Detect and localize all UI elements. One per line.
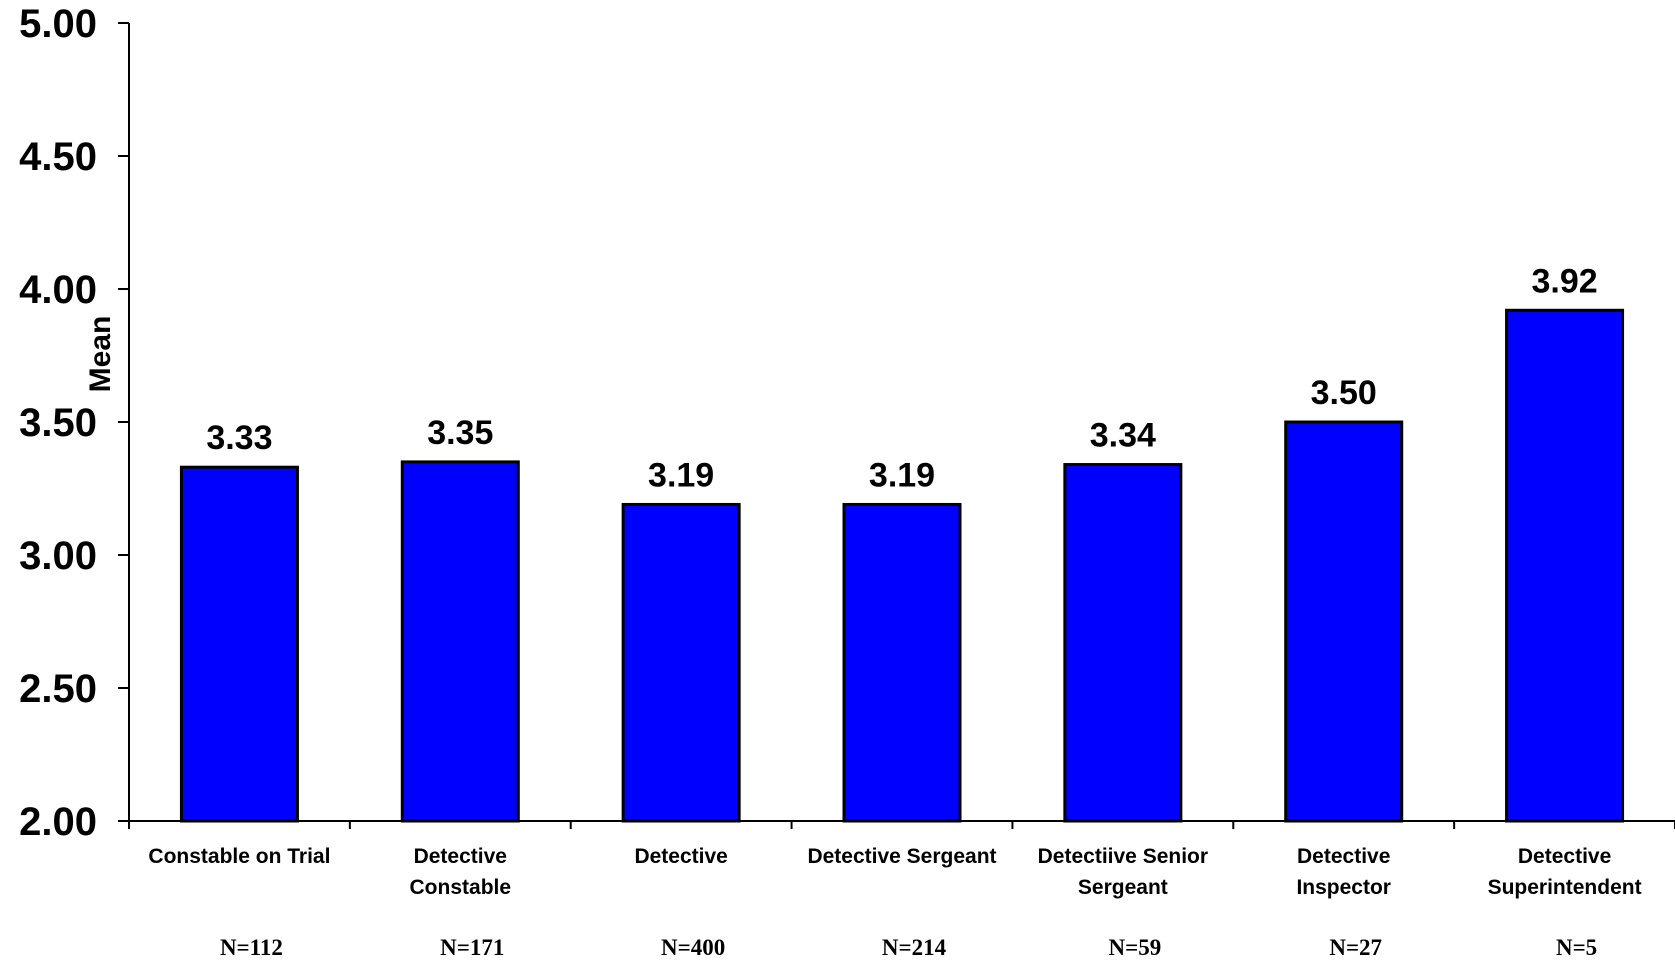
category-label-7-line-2: Superintendent: [1488, 876, 1642, 899]
value-label-1: 3.33: [206, 419, 272, 457]
value-label-6: 3.50: [1311, 374, 1377, 412]
category-label-6-line-2: Inspector: [1296, 876, 1391, 899]
category-label-2-line-1: Detective: [414, 845, 507, 868]
y-tick-label-3: 3.00: [19, 534, 97, 578]
labels-group: 3.33 Constable on Trial N=112 3.35 Detective…: [19, 2, 1641, 960]
category-label-2-line-2: Constable: [410, 876, 512, 899]
value-label-5: 3.34: [1090, 417, 1156, 455]
axes-group: [118, 22, 1675, 829]
y-tick-label-7: 5.00: [19, 2, 97, 46]
bars-group: [179, 308, 1625, 823]
category-label-3: Detective: [634, 845, 727, 868]
category-label-7-line-1: Detective: [1518, 845, 1611, 868]
value-label-4: 3.19: [869, 456, 935, 494]
sample-size-label-1: N=112: [220, 935, 283, 960]
sample-size-label-2: N=171: [440, 935, 504, 960]
y-tick-label-2: 2.50: [19, 667, 97, 711]
sample-size-label-7: N=5: [1556, 935, 1597, 960]
y-tick-label-4: 3.50: [19, 401, 97, 445]
bar-3: [621, 502, 741, 823]
bar-5: [1063, 463, 1183, 823]
bar-7: [1505, 308, 1625, 823]
category-label-4: Detective Sergeant: [807, 845, 996, 868]
sample-size-label-6: N=27: [1329, 935, 1382, 960]
category-label-1: Constable on Trial: [148, 845, 330, 868]
sample-size-label-4: N=214: [882, 935, 947, 960]
category-label-5-line-1: Detectiive Senior: [1038, 845, 1208, 868]
bar-2: [400, 460, 520, 823]
value-label-3: 3.19: [648, 456, 714, 494]
sample-size-label-3: N=400: [661, 935, 725, 960]
y-tick-label-6: 4.50: [19, 135, 97, 179]
value-label-7: 3.92: [1531, 262, 1597, 300]
value-label-2: 3.35: [427, 414, 493, 452]
category-label-6-line-1: Detective: [1297, 845, 1390, 868]
sample-size-label-5: N=59: [1108, 935, 1161, 960]
category-label-5-line-2: Sergeant: [1078, 876, 1168, 899]
bar-1: [179, 465, 299, 823]
bar-4: [842, 502, 962, 823]
bar-6: [1284, 420, 1404, 823]
y-tick-label-5: 4.00: [19, 268, 97, 312]
y-axis-title: Mean: [84, 316, 117, 393]
y-tick-label-1: 2.00: [19, 800, 97, 844]
